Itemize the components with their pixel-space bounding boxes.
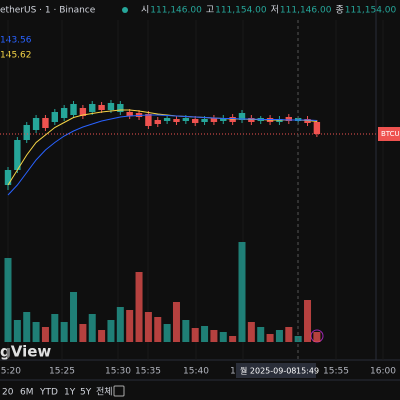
volume-bar [182,320,190,342]
volume-bar [313,332,321,342]
ohlc-label: 종 [335,5,343,16]
candle-body [220,118,227,121]
price-tag: BTCU [381,130,400,138]
volume-bar [32,322,40,342]
volume-bar [257,327,265,342]
x-tick-label: 15:40 [183,367,209,377]
x-tick-label: 15:30 [105,367,131,377]
volume-bar [201,326,209,342]
volume-bar [41,327,49,342]
indicator-value: 145.62 [0,51,32,61]
ohlc-label: 시 [141,5,149,16]
x-tick-label: 15:55 [323,367,349,377]
candle-body [173,119,180,122]
candle-body [60,108,68,118]
status-dot [122,7,128,13]
volume-bar [163,324,171,342]
crosshair-date: 월 2025-09-08 [240,366,296,376]
range-button[interactable]: 전체 [96,387,113,398]
symbol: etherUS · 1 · Binance [0,6,96,16]
volume-bar [219,332,227,342]
candle-body [145,114,152,126]
ohlc-value: 111,146.00 [280,6,332,16]
candle-body [210,118,218,122]
candle-body [51,112,58,122]
volume-bar [210,330,218,342]
candle-body [192,119,199,123]
candle-body [70,104,77,115]
volume-bar [304,300,312,342]
volume-bar [4,258,12,342]
range-button[interactable]: 5Y [80,388,92,398]
volume-bar [247,322,255,342]
candle-body [98,105,105,110]
candle-body [201,119,208,122]
volume-bar [191,328,199,342]
volume-bar [13,320,21,342]
volume-bar [135,272,143,342]
range-button[interactable]: 20 [2,388,14,398]
volume-bar [275,330,283,342]
volume-bar [172,302,180,342]
watermark: gView [0,343,51,361]
volume-bar [70,292,78,342]
volume-bar [79,324,87,342]
volume-bar [266,334,274,342]
candle-body [238,113,246,120]
volume-bar [126,310,134,342]
calendar-icon[interactable] [113,385,125,397]
candle-body [163,118,171,121]
ohlc-label: 고 [206,6,214,16]
ohlc-value: 111,146.00 [150,6,202,16]
moving-average [7,114,317,196]
ohlc-value: 111,154.00 [215,6,267,16]
x-tick-label: 16:00 [370,367,396,377]
candle-body [89,104,96,112]
volume-bar [88,314,96,342]
candle-body [42,118,49,128]
candle-body [107,103,115,110]
indicator-value: 143.56 [0,36,32,46]
volume-bar [285,327,293,342]
volume-bar [51,314,59,342]
candle-body [285,117,292,121]
candle-body [32,118,40,130]
candle-body [154,120,161,124]
volume-bar [154,317,162,342]
candle-body [182,118,190,121]
crosshair-time: 15:49 [296,367,319,376]
volume-bar [229,336,237,342]
ohlc-value: 111,154.00 [345,6,397,16]
ohlc-label: 저 [271,5,279,16]
candle-body [117,104,124,112]
candle-body [4,170,12,185]
volume-bar [98,330,106,342]
x-tick-label: 15:25 [49,367,75,377]
volume-bar [107,320,115,342]
candle-body [126,112,133,116]
candle-body [23,125,30,140]
candle-body [14,140,21,170]
price-tag-bg [378,127,400,141]
volume-bar [144,312,152,342]
range-button[interactable]: 1Y [64,388,76,398]
range-button[interactable]: YTD [39,388,58,398]
candle-body [79,108,87,116]
crosshair-label-bg [236,363,316,378]
x-tick-label: 15:20 [0,367,21,377]
volume-bar [60,322,68,342]
volume-bar [238,242,246,342]
candle-body [313,122,321,134]
volume-bar [116,307,124,342]
volume-bar [23,312,31,342]
x-tick-label: 15:35 [135,367,161,377]
range-button[interactable]: 6M [20,388,34,398]
